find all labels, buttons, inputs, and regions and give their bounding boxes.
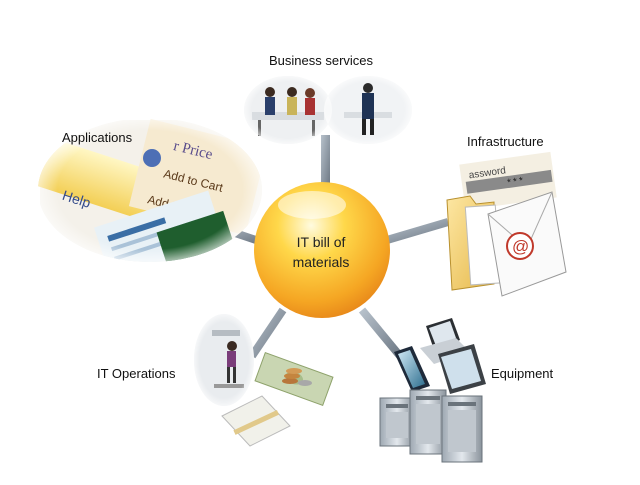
server-rack-3 [441, 395, 483, 463]
label-infrastructure: Infrastructure [467, 134, 544, 149]
hub-circle [254, 182, 390, 318]
connector-infrastructure [385, 218, 450, 244]
label-equipment: Equipment [491, 366, 554, 381]
label-business-services: Business services [269, 53, 374, 68]
infra-at-symbol: @ [512, 237, 529, 256]
connector-business [321, 135, 330, 187]
hub-label: IT bill of materials [256, 232, 386, 272]
label-applications: Applications [62, 130, 133, 145]
infra-stars-text: *** [506, 176, 526, 190]
connector-equipment [358, 307, 404, 359]
it-operations-image [194, 314, 334, 447]
server-rack-1 [379, 397, 415, 447]
infra-password-text: assword [468, 165, 506, 181]
connector-operations [248, 307, 287, 359]
label-it-operations: IT Operations [97, 366, 176, 381]
equipment-image [379, 318, 486, 463]
business-services-image [244, 76, 412, 144]
server-rack-2 [409, 389, 447, 455]
hub-label-line2: materials [292, 254, 350, 270]
infrastructure-image: assword *** @ [446, 151, 567, 297]
hub-label-line1: IT bill of [296, 234, 346, 250]
